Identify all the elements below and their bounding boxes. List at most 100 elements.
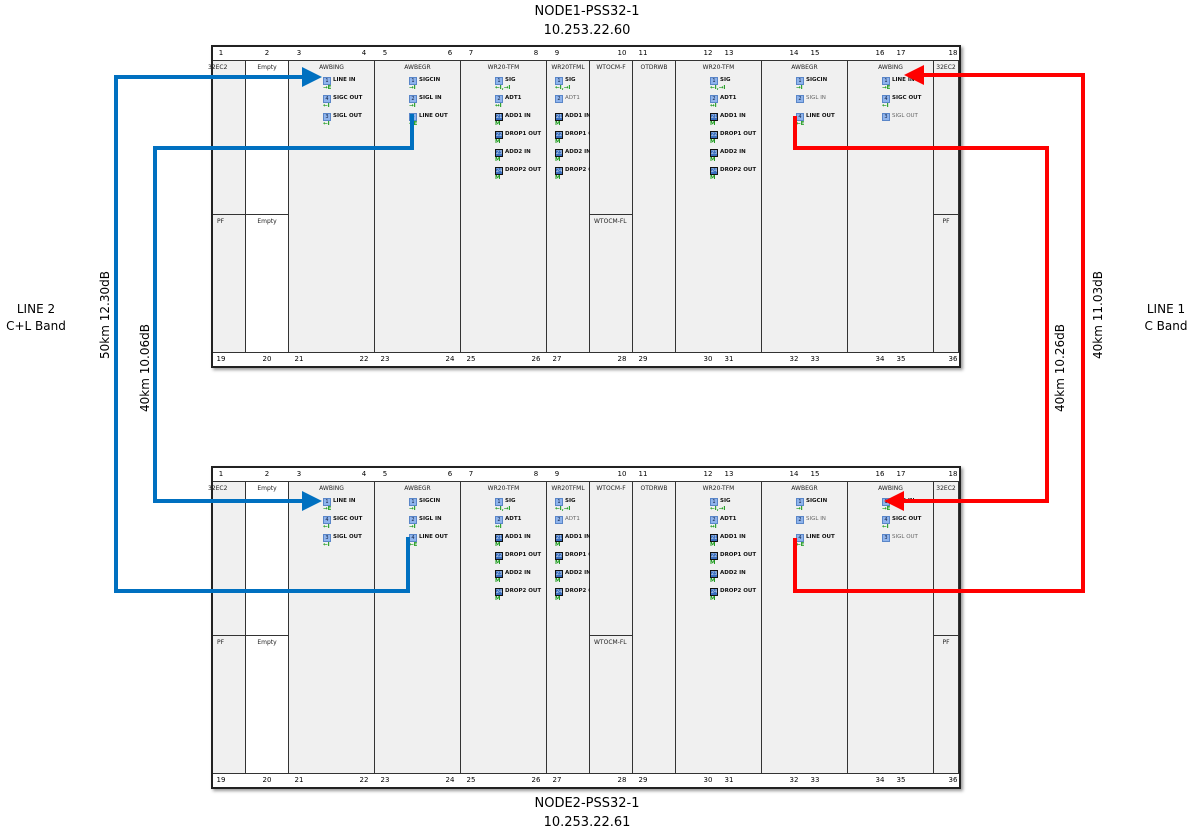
- port-number[interactable]: 23: [710, 149, 718, 157]
- port-number[interactable]: 22: [555, 131, 563, 139]
- port-number[interactable]: 1: [495, 498, 503, 506]
- port-number[interactable]: 24: [495, 167, 503, 175]
- port-number[interactable]: 2: [796, 516, 804, 524]
- card-lower-slot-1[interactable]: PF: [213, 214, 246, 352]
- port-number[interactable]: 1: [882, 77, 890, 85]
- port-number[interactable]: 1: [555, 498, 563, 506]
- card-name: Empty: [257, 639, 277, 646]
- port-number[interactable]: 1: [323, 498, 331, 506]
- card-lower-slot-18[interactable]: PF: [934, 635, 959, 773]
- port-number[interactable]: 1: [495, 77, 503, 85]
- port-number[interactable]: 1: [555, 77, 563, 85]
- port-number[interactable]: 2: [555, 95, 563, 103]
- card-slot-5[interactable]: AWBEGR 1 SIGCIN →I 2 SIGL IN →I 4 LINE OUT ←E: [375, 482, 461, 773]
- card-slot-7[interactable]: WR20-TFM 1 SIG ←I,→I 2 ADT1 ↔I 21 ADD1 IN M 22 DROP…: [461, 482, 547, 773]
- card-slot-2[interactable]: Empty: [246, 61, 289, 214]
- card-lower-slot-2[interactable]: Empty: [246, 635, 289, 773]
- port-number[interactable]: 2: [710, 95, 718, 103]
- port-number[interactable]: 23: [710, 570, 718, 578]
- port-number[interactable]: 3: [323, 534, 331, 542]
- port-number[interactable]: 1: [323, 77, 331, 85]
- port-indicator: →E: [323, 85, 332, 91]
- port-number[interactable]: 22: [495, 131, 503, 139]
- port-number[interactable]: 23: [555, 149, 563, 157]
- port-number[interactable]: 3: [882, 534, 890, 542]
- port-number[interactable]: 24: [710, 588, 718, 596]
- port-number[interactable]: 21: [710, 113, 718, 121]
- port-number[interactable]: 24: [555, 167, 563, 175]
- card-slot-1[interactable]: 32EC2: [208, 61, 246, 214]
- port-indicator: M: [495, 560, 501, 566]
- card-name: WR20-TFM: [702, 485, 735, 492]
- port-number[interactable]: 23: [495, 149, 503, 157]
- port-number[interactable]: 3: [323, 113, 331, 121]
- port-number[interactable]: 22: [710, 131, 718, 139]
- card-slot-7[interactable]: WR20-TFM 1 SIG ←I,→I 2 ADT1 ↔I 21 ADD1 IN M 22 DROP…: [461, 61, 547, 352]
- card-slot-14[interactable]: AWBEGR 1 SIGCIN →I 2 SIGL IN 4 LINE OUT ←E: [762, 482, 848, 773]
- port-label: LINE OUT: [419, 534, 448, 540]
- port-number[interactable]: 1: [796, 498, 804, 506]
- port-number[interactable]: 22: [555, 552, 563, 560]
- node1-shelf: 1 2 3 4 5 6 7 8 9 10 11 12 13 14 15 16 17 18 19 20 21 22 23 24 2…: [208, 45, 961, 368]
- card-slot-18[interactable]: 32EC2: [934, 482, 959, 635]
- port-number[interactable]: 2: [409, 516, 417, 524]
- port-number[interactable]: 1: [409, 498, 417, 506]
- port-number[interactable]: 4: [323, 95, 331, 103]
- card-slot-2[interactable]: Empty: [246, 482, 289, 635]
- card-lower-slot-10[interactable]: WTOCM-FL: [590, 635, 633, 773]
- port-number[interactable]: 2: [409, 95, 417, 103]
- port-number[interactable]: 21: [495, 534, 503, 542]
- card-slot-12[interactable]: WR20-TFM 1 SIG ←I,→I 2 ADT1 ↔I 21 ADD1 IN M 22 DROP…: [676, 61, 762, 352]
- port-number[interactable]: 21: [710, 534, 718, 542]
- port-indicator: M: [710, 578, 716, 584]
- port-number[interactable]: 21: [555, 534, 563, 542]
- card-slot-16[interactable]: AWBING 1 LINE IN →E 4 SIGC OUT ←I 3 SIGL OUT: [848, 61, 934, 352]
- port-number[interactable]: 1: [409, 77, 417, 85]
- card-slot-12[interactable]: WR20-TFM 1 SIG ←I,→I 2 ADT1 ↔I 21 ADD1 IN M 22 DROP…: [676, 482, 762, 773]
- card-lower-slot-10[interactable]: WTOCM-FL: [590, 214, 633, 352]
- port-number[interactable]: 24: [495, 588, 503, 596]
- card-slot-18[interactable]: 32EC2: [934, 61, 959, 214]
- card-lower-slot-2[interactable]: Empty: [246, 214, 289, 352]
- port-number[interactable]: 2: [555, 516, 563, 524]
- card-slot-5[interactable]: AWBEGR 1 SIGCIN →I 2 SIGL IN →I 4 LINE OUT ←E: [375, 61, 461, 352]
- port-number[interactable]: 2: [710, 516, 718, 524]
- port-number[interactable]: 21: [495, 113, 503, 121]
- port-label: DROP1 OUT: [565, 131, 602, 137]
- card-slot-9[interactable]: WR20TFML 1 SIG ←I,→I 2 ADT1 21 ADD1 IN M 22 DROP1 …: [547, 61, 601, 352]
- port-number[interactable]: 22: [710, 552, 718, 560]
- port-number[interactable]: 3: [882, 113, 890, 121]
- slot-number: 17: [896, 470, 906, 478]
- port-number[interactable]: 23: [495, 570, 503, 578]
- port-number[interactable]: 2: [495, 516, 503, 524]
- port-number[interactable]: 21: [555, 113, 563, 121]
- bottom-slot-numbers: 19 20 21 22 23 24 25 26 27 28 29 30 31 32 33 34 35 36: [213, 352, 959, 366]
- card-slot-1[interactable]: 32EC2: [208, 482, 246, 635]
- link-40km-line1-b: [793, 65, 1085, 593]
- port-number[interactable]: 1: [796, 77, 804, 85]
- card-slot-16[interactable]: AWBING 1 LINE IN →E 4 SIGC OUT ←I 3 SIGL OUT: [848, 482, 934, 773]
- port-number[interactable]: 4: [882, 95, 890, 103]
- port-number[interactable]: 22: [495, 552, 503, 560]
- port-number[interactable]: 4: [882, 516, 890, 524]
- card-slot-9[interactable]: WR20TFML 1 SIG ←I,→I 2 ADT1 21 ADD1 IN M 22 DROP1 …: [547, 482, 601, 773]
- card-slot-3[interactable]: AWBING 1 LINE IN →E 4 SIGC OUT ←I 3 SIGL OUT ←I: [289, 482, 375, 773]
- port-indicator: M: [710, 139, 716, 145]
- card-slot-3[interactable]: AWBING 1 LINE IN →E 4 SIGC OUT ←I 3 SIGL OUT ←I: [289, 61, 375, 352]
- port-label: SIGL OUT: [333, 534, 362, 540]
- card-slot-10[interactable]: WTOCM-F: [590, 482, 633, 635]
- port-number[interactable]: 24: [555, 588, 563, 596]
- port-number[interactable]: 24: [710, 167, 718, 175]
- card-lower-slot-1[interactable]: PF: [213, 635, 246, 773]
- card-slot-11[interactable]: OTDRWB: [633, 61, 676, 352]
- port-number[interactable]: 2: [796, 95, 804, 103]
- card-lower-slot-18[interactable]: PF: [934, 214, 959, 352]
- port-number[interactable]: 1: [710, 77, 718, 85]
- card-slot-11[interactable]: OTDRWB: [633, 482, 676, 773]
- card-slot-10[interactable]: WTOCM-F: [590, 61, 633, 214]
- port-number[interactable]: 4: [323, 516, 331, 524]
- card-slot-14[interactable]: AWBEGR 1 SIGCIN →I 2 SIGL IN 4 LINE OUT ←E: [762, 61, 848, 352]
- port-number[interactable]: 1: [710, 498, 718, 506]
- port-number[interactable]: 23: [555, 570, 563, 578]
- port-number[interactable]: 2: [495, 95, 503, 103]
